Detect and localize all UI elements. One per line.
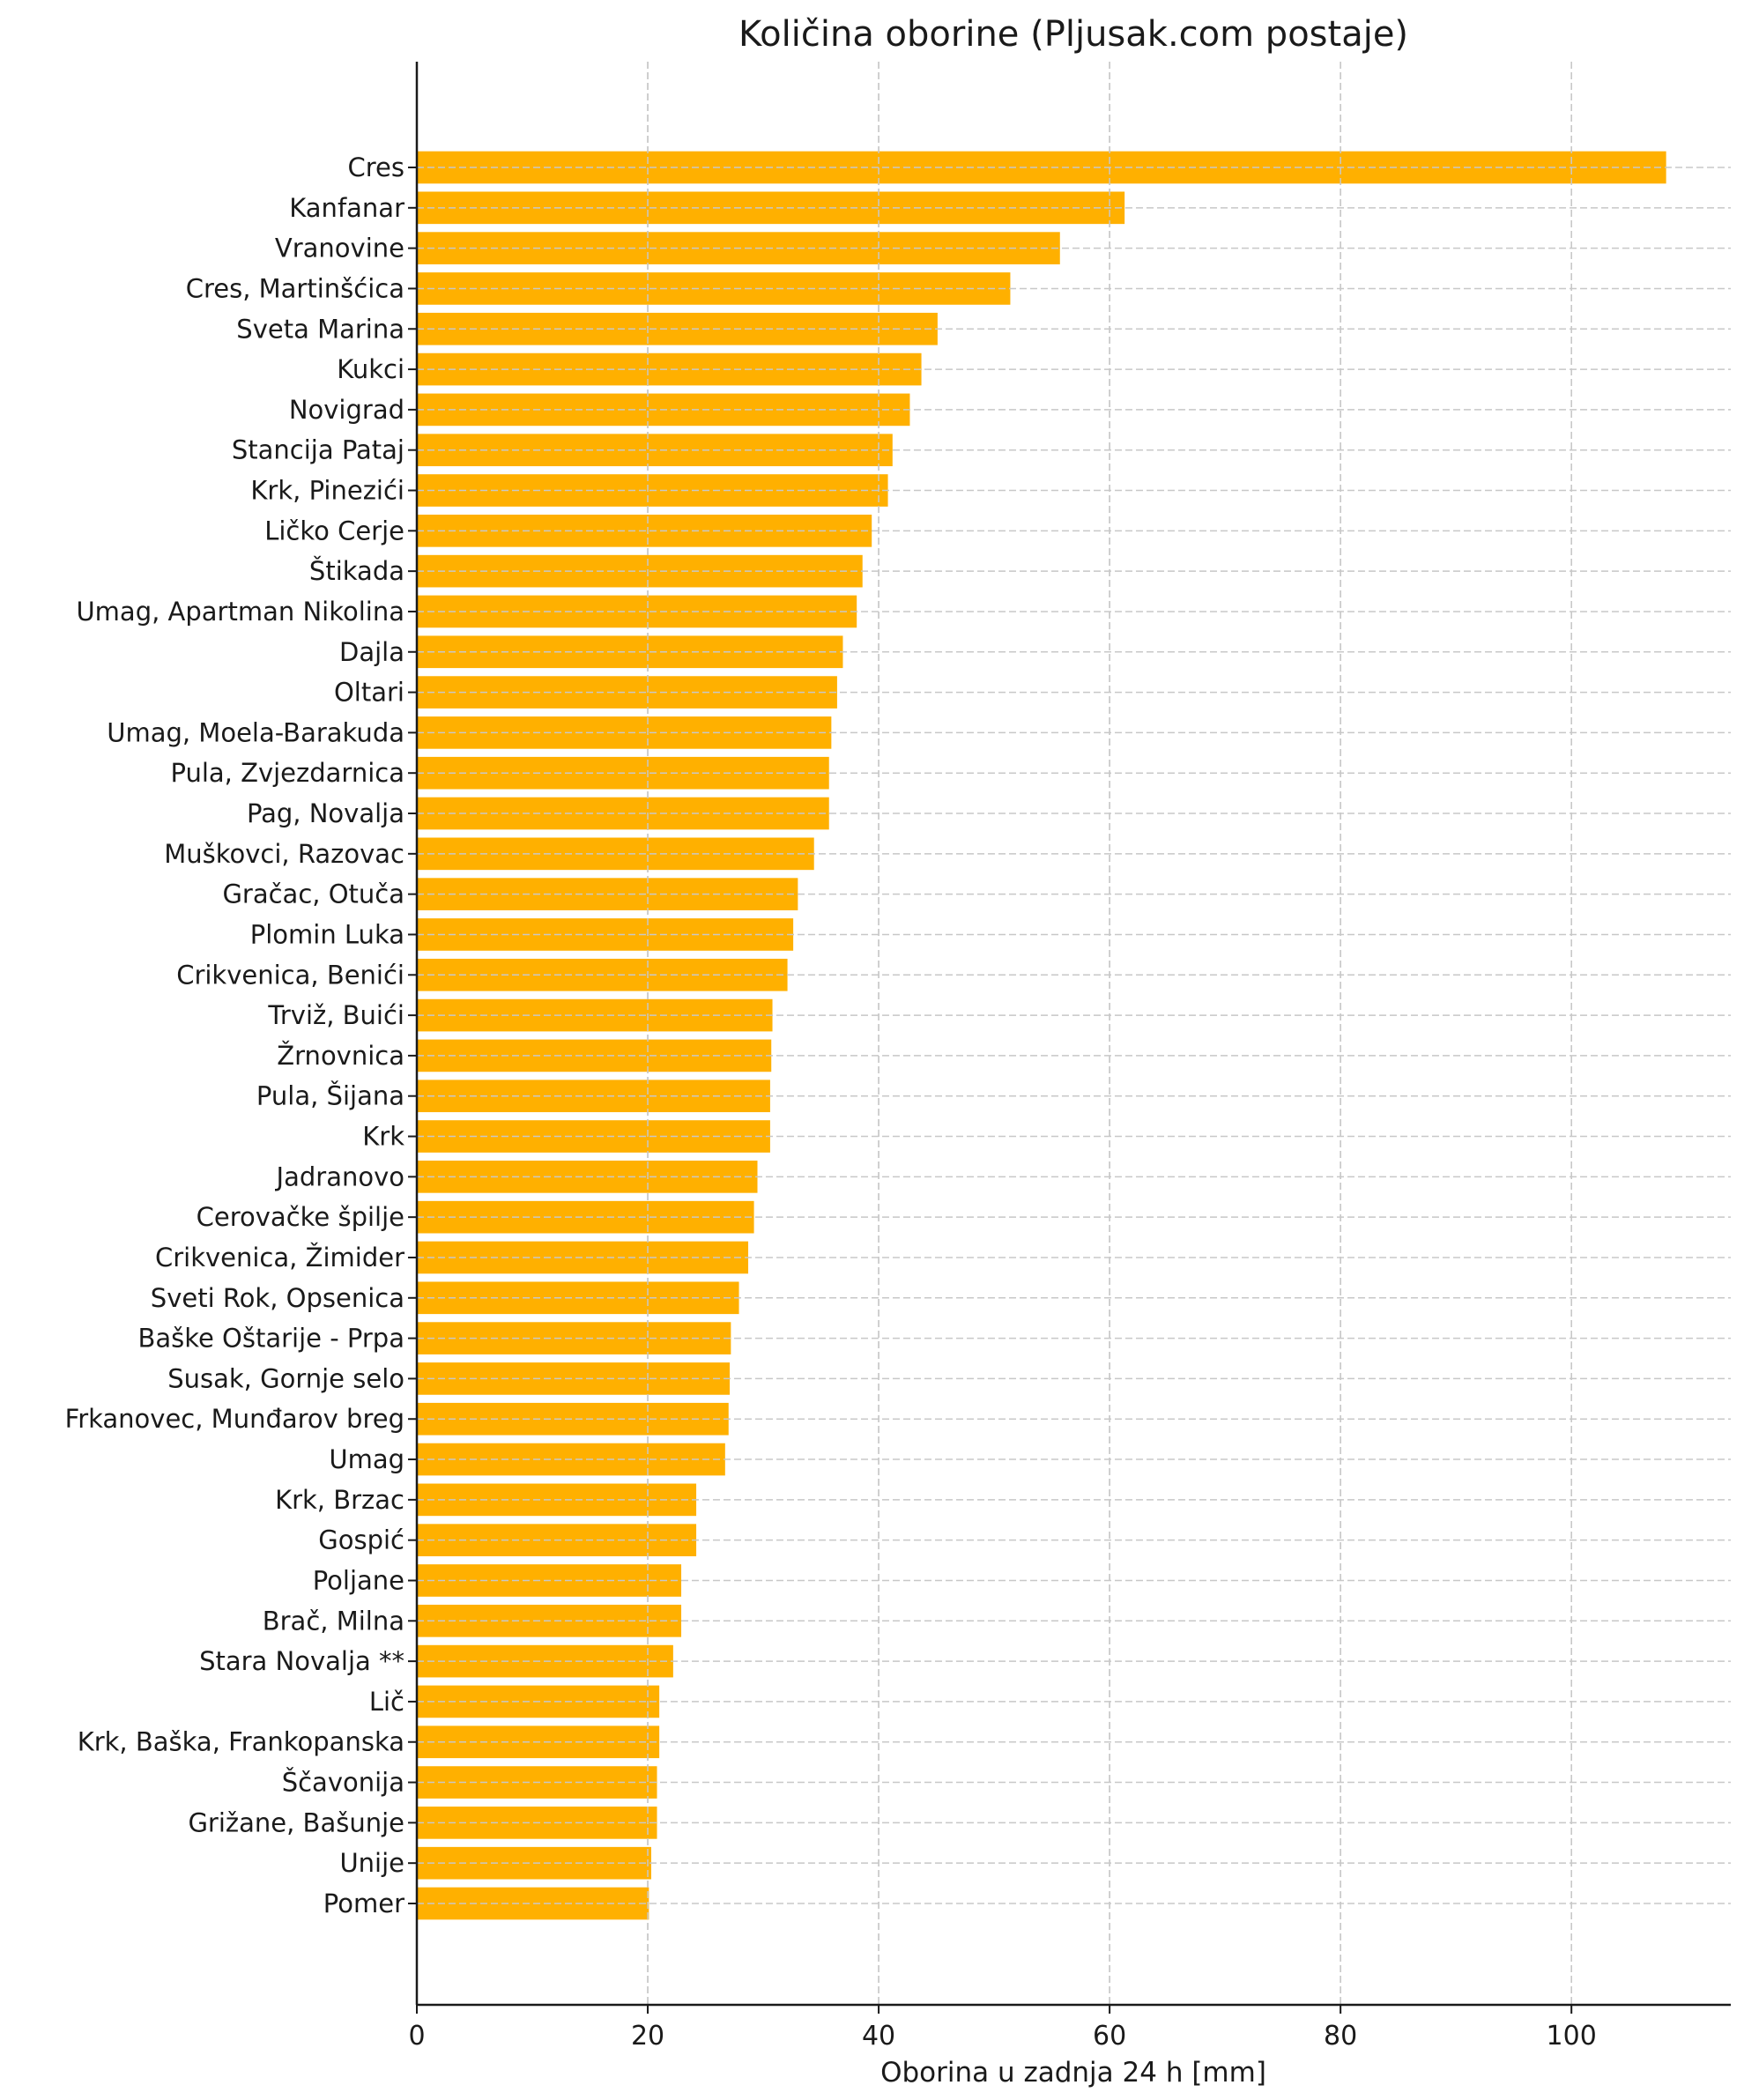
y-tick-label: Krk, Brzac (275, 1485, 404, 1515)
y-tick-label: Pula, Zvjezdarnica (170, 758, 404, 788)
y-tick-label: Oltari (334, 678, 404, 708)
y-tick-label: Muškovci, Razovac (164, 839, 404, 869)
y-tick-label: Vranovine (275, 234, 404, 263)
x-tick-label: 60 (1093, 2021, 1126, 2052)
x-axis-label: Oborina u zadnja 24 h [mm] (880, 2057, 1266, 2089)
y-tick-label: Cres, Martinšćica (186, 273, 404, 303)
x-tick-label: 40 (862, 2021, 895, 2052)
bar (417, 1322, 731, 1354)
chart-title: Količina oborine (Pljusak.com postaje) (738, 14, 1408, 55)
y-tick-label: Susak, Gornje selo (167, 1363, 404, 1393)
bar (417, 676, 837, 709)
grid-lines (416, 62, 1731, 2005)
y-tick-label: Stancija Pataj (232, 435, 404, 465)
y-tick-label: Krk (362, 1122, 404, 1152)
y-tick-label: Pula, Šijana (256, 1081, 404, 1111)
y-tick-label: Ščavonija (282, 1768, 404, 1798)
y-tick-labels: Cres Kanfanar Vranovine Cres, Martinšćica Sv… (65, 152, 417, 1918)
y-tick-label: Unije (339, 1848, 404, 1878)
y-tick-label: Žrnovnica (277, 1041, 404, 1071)
x-ticks: 0 20 40 60 80 100 (408, 2005, 1597, 2052)
bar (417, 352, 922, 386)
y-tick-label: Pag, Novalja (247, 798, 404, 828)
y-tick-label: Umag (329, 1444, 404, 1474)
x-tick-label: 100 (1547, 2021, 1597, 2052)
y-tick-label: Dajla (339, 637, 404, 667)
y-tick-label: Grižane, Bašunje (188, 1807, 404, 1837)
x-tick-label: 0 (408, 2021, 425, 2052)
y-tick-label: Sveta Marina (236, 314, 404, 344)
y-tick-label: Crikvenica, Benići (176, 960, 404, 990)
y-tick-label: Crikvenica, Žimider (155, 1243, 404, 1273)
y-tick-label: Lič (369, 1687, 404, 1717)
y-tick-label: Pomer (323, 1889, 404, 1918)
y-tick-label: Ličko Cerje (264, 516, 404, 545)
y-tick-label: Krk, Pinezići (250, 476, 404, 506)
y-tick-label: Frkanovec, Munđarov breg (65, 1404, 404, 1434)
y-tick-label: Cerovačke špilje (197, 1202, 404, 1232)
y-tick-label: Stara Novalja ** (199, 1646, 404, 1676)
y-tick-label: Jadranovo (275, 1161, 404, 1191)
y-tick-label: Umag, Apartman Nikolina (76, 597, 404, 627)
y-tick-label: Sveti Rok, Opsenica (151, 1283, 404, 1313)
y-tick-label: Kukci (337, 354, 404, 384)
y-tick-label: Novigrad (289, 395, 404, 425)
y-tick-label: Gospić (318, 1525, 404, 1555)
x-tick-label: 80 (1324, 2021, 1357, 2052)
y-tick-label: Baške Oštarije - Prpa (137, 1324, 404, 1354)
bars (416, 62, 1666, 2005)
y-tick-label: Plomin Luka (250, 919, 404, 949)
y-tick-label: Štikada (309, 556, 404, 586)
y-tick-label: Gračac, Otuča (222, 879, 404, 909)
y-tick-label: Umag, Moela-Barakuda (107, 717, 404, 747)
y-tick-label: Kanfanar (289, 193, 404, 223)
y-tick-label: Cres (348, 152, 405, 182)
x-tick-label: 20 (631, 2021, 664, 2052)
y-tick-label: Trviž, Buići (267, 1000, 404, 1030)
y-tick-label: Krk, Baška, Frankopanska (78, 1727, 404, 1757)
y-tick-label: Poljane (313, 1565, 404, 1595)
y-tick-label: Brač, Milna (263, 1606, 404, 1636)
